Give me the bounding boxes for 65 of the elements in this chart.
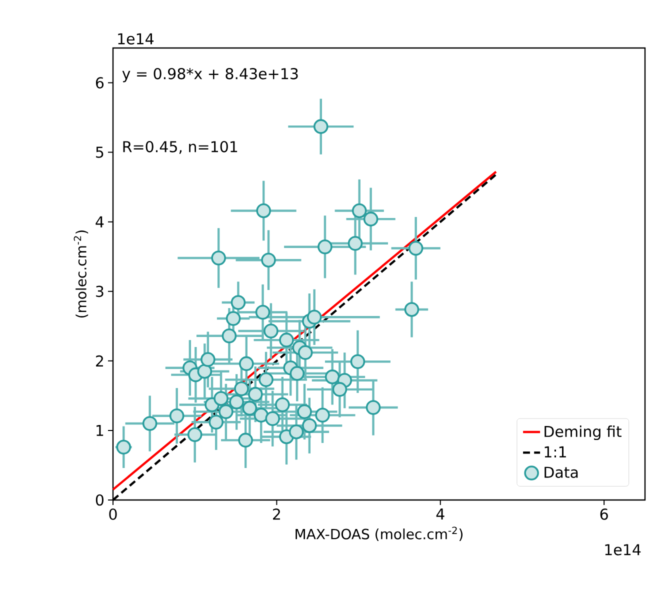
y-tick-label: 3 [96, 286, 104, 298]
point [275, 397, 290, 412]
point [350, 354, 366, 370]
annotation: R=0.45, n=101 [123, 140, 238, 154]
point [288, 424, 304, 440]
point [254, 408, 269, 423]
point [297, 404, 312, 420]
point [313, 119, 328, 134]
point [332, 382, 348, 397]
point [214, 391, 228, 406]
point [408, 240, 424, 256]
point [366, 400, 381, 415]
point [255, 304, 270, 320]
x-axis-title: MAX-DOAS (molec.cm$^{-2}$) [296, 526, 463, 542]
point [302, 418, 317, 433]
point [200, 352, 216, 367]
annotation: y = 0.98*x + 8.43e+13 [122, 68, 298, 82]
legend-label: Deming fit [544, 426, 622, 440]
point [229, 394, 244, 410]
point [363, 212, 378, 226]
y-axis-title: (molec.cm$^{-2}$) [74, 230, 88, 318]
y-tick-label: 1 [96, 424, 104, 436]
point [318, 239, 332, 254]
x-tick-label: 2 [273, 508, 280, 520]
point [187, 427, 202, 442]
point [306, 310, 322, 325]
y-tick-label: 2 [96, 355, 103, 366]
point [248, 386, 263, 402]
point [348, 236, 363, 251]
point [298, 345, 313, 360]
legend-label: 1:1 [544, 446, 566, 458]
point [258, 372, 274, 388]
point [208, 414, 224, 430]
x-tick-label: 6 [600, 508, 608, 520]
x-tick-label: 4 [436, 508, 444, 520]
text: 1e14 [605, 544, 641, 556]
y-tick-label: 4 [96, 216, 104, 228]
point [264, 324, 278, 338]
point [404, 302, 420, 317]
point [261, 252, 276, 268]
point [324, 370, 340, 384]
point [211, 250, 226, 266]
y-tick-label: 0 [96, 494, 104, 506]
point [315, 408, 330, 423]
point [242, 400, 258, 416]
point [142, 416, 158, 431]
y-tick-label: 6 [96, 77, 104, 88]
point [238, 432, 253, 448]
point [222, 328, 237, 344]
point [256, 203, 271, 218]
point [230, 295, 246, 310]
point [218, 404, 234, 420]
point [169, 408, 184, 424]
point [279, 332, 294, 348]
text: 1e14 [118, 33, 154, 44]
point [197, 364, 212, 379]
x-tick-label: 0 [109, 508, 117, 520]
point [290, 366, 305, 381]
point [239, 356, 254, 372]
point [352, 203, 367, 218]
legend-label: Data [544, 466, 578, 478]
point [234, 381, 249, 396]
point [265, 411, 280, 426]
y-tick-label: 5 [96, 146, 104, 158]
point [226, 311, 241, 326]
